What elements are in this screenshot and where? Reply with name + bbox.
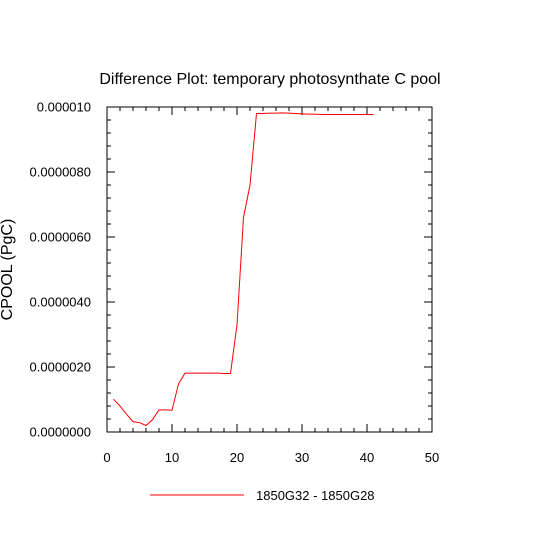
y-tick-label: 0.0000000 [30, 425, 91, 440]
x-tick-label: 20 [230, 450, 244, 465]
legend-label: 1850G32 - 1850G28 [256, 488, 375, 503]
legend: 1850G32 - 1850G28 [150, 488, 375, 503]
y-tick-label: 0.000010 [37, 100, 91, 115]
x-tick-label: 30 [295, 450, 309, 465]
series-line [113, 112, 374, 427]
y-tick-label: 0.0000040 [30, 295, 91, 310]
x-tick-label: 40 [360, 450, 374, 465]
y-tick-label: 0.0000080 [30, 165, 91, 180]
x-tick-label: 0 [103, 450, 110, 465]
y-axis-ticks: 0.0000000 0.0000020 0.0000040 0.0000060 0.00… [30, 100, 432, 440]
x-axis-ticks: 0 10 20 30 40 50 [103, 107, 439, 465]
plot-frame [106, 106, 433, 433]
y-tick-label: 0.0000060 [30, 230, 91, 245]
x-tick-label: 50 [425, 450, 439, 465]
y-tick-label: 0.0000020 [30, 360, 91, 375]
chart-title: Difference Plot: temporary photosynthate… [99, 71, 440, 88]
y-axis-label: CPOOL (PgC) [0, 219, 16, 321]
series-layer [113, 112, 374, 427]
x-tick-label: 10 [165, 450, 179, 465]
